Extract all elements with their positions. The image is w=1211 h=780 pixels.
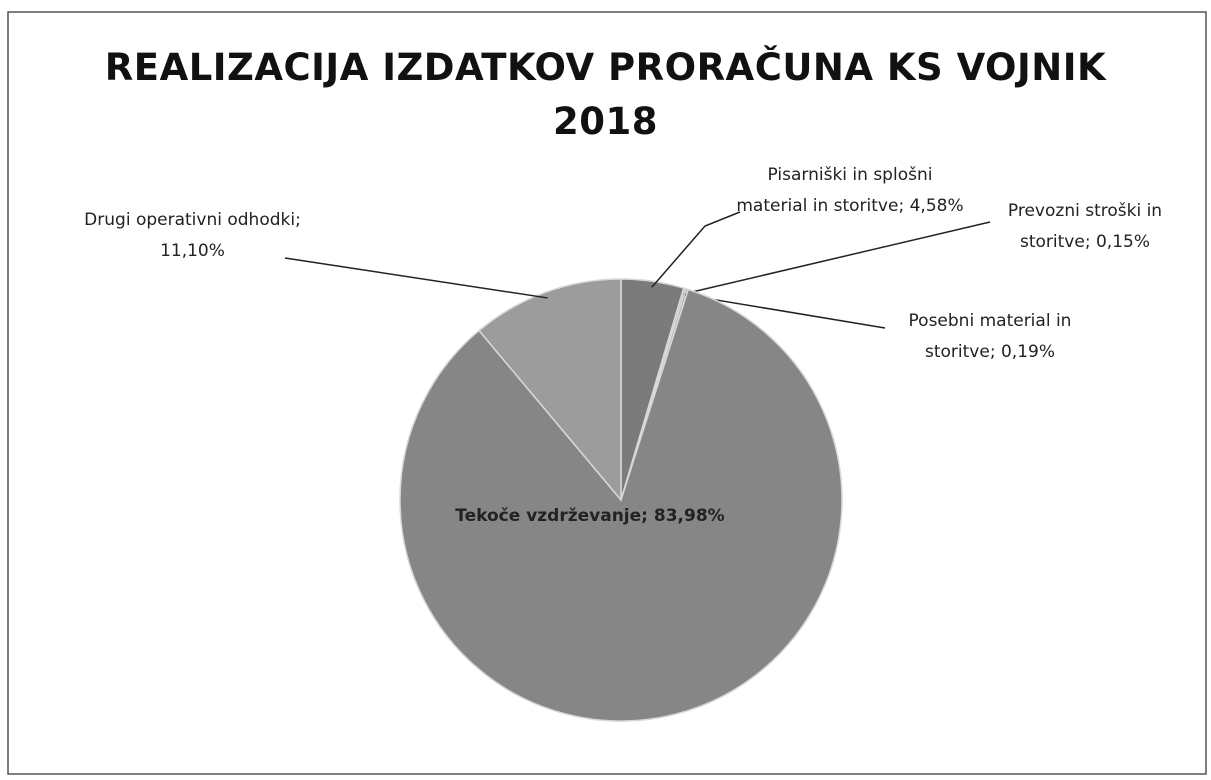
category-label: Tekoče vzdrževanje;: [455, 506, 648, 526]
value-label: 83,98%: [653, 506, 725, 526]
leader-line: [284, 257, 548, 299]
leader-line: [685, 294, 886, 329]
data-label: Pisarniški in splošni material in storit…: [735, 160, 965, 222]
value-label: 0,15%: [1095, 232, 1150, 252]
pie-slice: [478, 278, 622, 503]
frame: [7, 11, 1207, 775]
leader-line: [682, 221, 991, 295]
chart-title: REALIZACIJA IZDATKOV PRORAČUNA KS VOJNIK: [104, 46, 1107, 89]
pie-slice: [399, 288, 843, 722]
value-label: 11,10%: [160, 241, 225, 261]
category-label: Drugi operativni odhodki;: [84, 210, 301, 230]
data-label: Posebni material in storitve; 0,19%: [880, 306, 1100, 368]
chart-title: 2018: [553, 100, 658, 143]
leader-line: [651, 211, 741, 288]
value-label: 0,19%: [1000, 342, 1055, 362]
value-label: 4,58%: [909, 196, 964, 216]
data-label: Drugi operativni odhodki; 11,10%: [80, 205, 305, 267]
category-label: Prevozni stroški in storitve;: [1007, 201, 1163, 252]
category-label: Posebni material in storitve;: [908, 311, 1072, 362]
category-label: Pisarniški in splošni material in storit…: [736, 165, 933, 216]
data-label: Prevozni stroški in storitve; 0,15%: [985, 196, 1185, 258]
data-label: Tekoče vzdrževanje; 83,98%: [450, 500, 730, 533]
